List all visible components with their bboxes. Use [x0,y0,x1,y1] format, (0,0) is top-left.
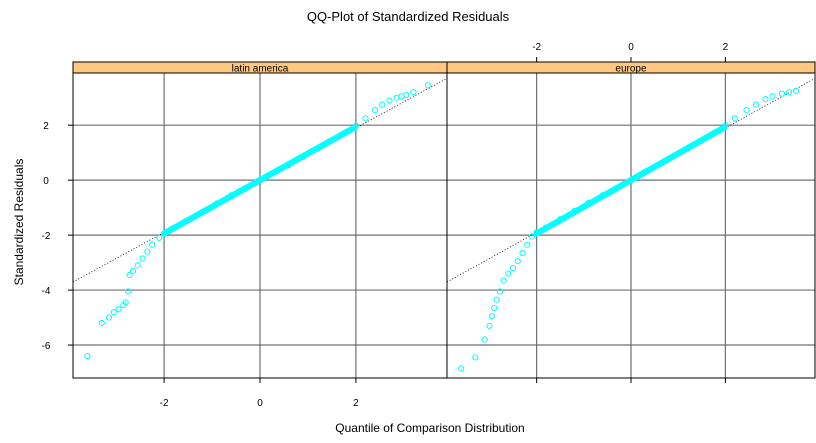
data-point [491,304,498,312]
data-point [139,255,146,262]
panel-strip-label: europe [615,64,647,75]
y-tick-label: -6 [42,341,51,352]
x-tick-label: -2 [532,42,541,53]
data-point [362,115,369,122]
data-point [509,264,517,272]
data-point [110,308,117,316]
panel-strip-label: latin america [232,64,289,75]
data-point [514,258,521,265]
data-point [371,106,379,114]
data-point [379,101,386,108]
data-point [122,299,129,306]
y-tick-label: -4 [42,286,51,297]
x-tick-label: 2 [723,42,729,53]
y-tick-label: 2 [43,121,49,132]
data-point [519,249,526,257]
data-point [144,248,151,255]
data-point [486,322,493,329]
data-point [105,314,113,321]
x-tick-label: 2 [353,398,359,409]
data-point [458,365,465,372]
data-point [481,336,488,343]
data-point [785,89,793,96]
data-point [505,270,512,277]
data-point [721,124,728,131]
data-point [125,288,132,295]
chart-title: QQ-Plot of Standardized Residuals [307,9,510,24]
data-point [351,124,359,131]
data-point [793,87,800,94]
data-point [488,313,495,320]
data-point [762,96,769,103]
data-point [493,296,500,303]
data-point [778,90,786,97]
y-tick-label: 0 [43,176,49,187]
data-point [84,352,91,360]
data-point [410,89,417,96]
data-point [126,271,133,279]
data-point [496,288,503,295]
reference-line [446,78,816,283]
data-point [98,319,105,327]
data-point [524,241,531,248]
data-point [134,262,141,269]
data-point [752,101,760,108]
data-point [129,267,137,274]
x-tick-label: 0 [257,398,263,409]
data-point [769,93,776,100]
data-point [156,234,163,241]
x-tick-label: 0 [628,42,634,53]
data-point [500,277,507,284]
data-point [115,306,122,313]
data-point [386,97,393,104]
data-point [403,91,410,99]
data-point [528,233,536,240]
y-axis-label: Standardized Residuals [12,159,26,286]
reference-line [72,78,448,283]
data-point [149,241,156,248]
x-axis-label: Quantile of Comparison Distribution [335,421,524,435]
y-tick-label: -2 [42,231,51,242]
plot-layer: latin america -2 0 2 2 0 -2 -4 -6 europe -2 0 2 [42,42,816,409]
data-point [472,354,479,361]
data-point [743,106,750,114]
data-point [424,82,431,89]
data-point [731,115,738,122]
x-tick-label: -2 [160,398,169,409]
